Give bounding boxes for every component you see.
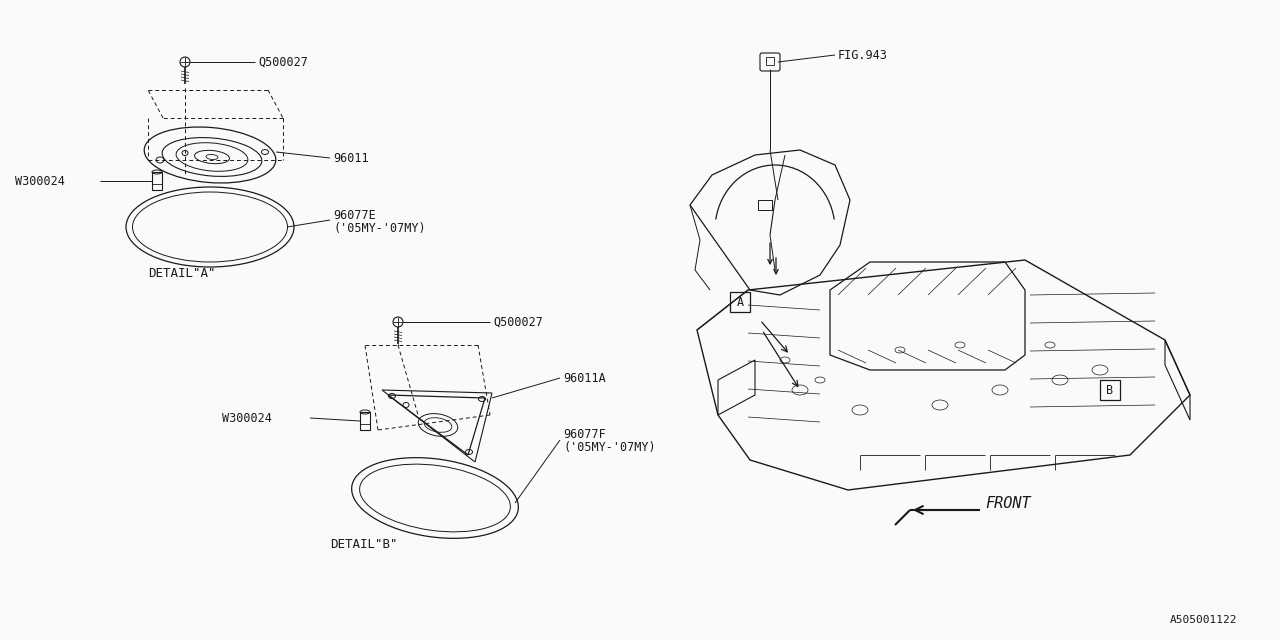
Bar: [765, 57, 774, 65]
Bar: [152, 172, 163, 190]
Text: FRONT: FRONT: [986, 497, 1030, 511]
Text: ('05MY-'07MY): ('05MY-'07MY): [333, 221, 426, 234]
Text: 96077E: 96077E: [333, 209, 376, 221]
Text: Q500027: Q500027: [493, 316, 543, 328]
Text: 96011: 96011: [333, 152, 369, 164]
Text: W300024: W300024: [15, 175, 65, 188]
Text: A505001122: A505001122: [1170, 615, 1238, 625]
Text: DETAIL"A": DETAIL"A": [148, 266, 215, 280]
Text: FIG.943: FIG.943: [838, 49, 888, 61]
Text: ('05MY-'07MY): ('05MY-'07MY): [563, 442, 655, 454]
Text: W300024: W300024: [221, 412, 271, 424]
Text: Q500027: Q500027: [259, 56, 308, 68]
Bar: [730, 292, 750, 312]
Bar: [758, 200, 772, 210]
Bar: [1100, 380, 1120, 400]
Text: B: B: [1106, 383, 1114, 397]
Text: 96077F: 96077F: [563, 429, 605, 442]
Text: 96011A: 96011A: [563, 371, 605, 385]
Text: A: A: [736, 296, 744, 308]
Bar: [360, 412, 370, 430]
Text: DETAIL"B": DETAIL"B": [330, 538, 398, 552]
